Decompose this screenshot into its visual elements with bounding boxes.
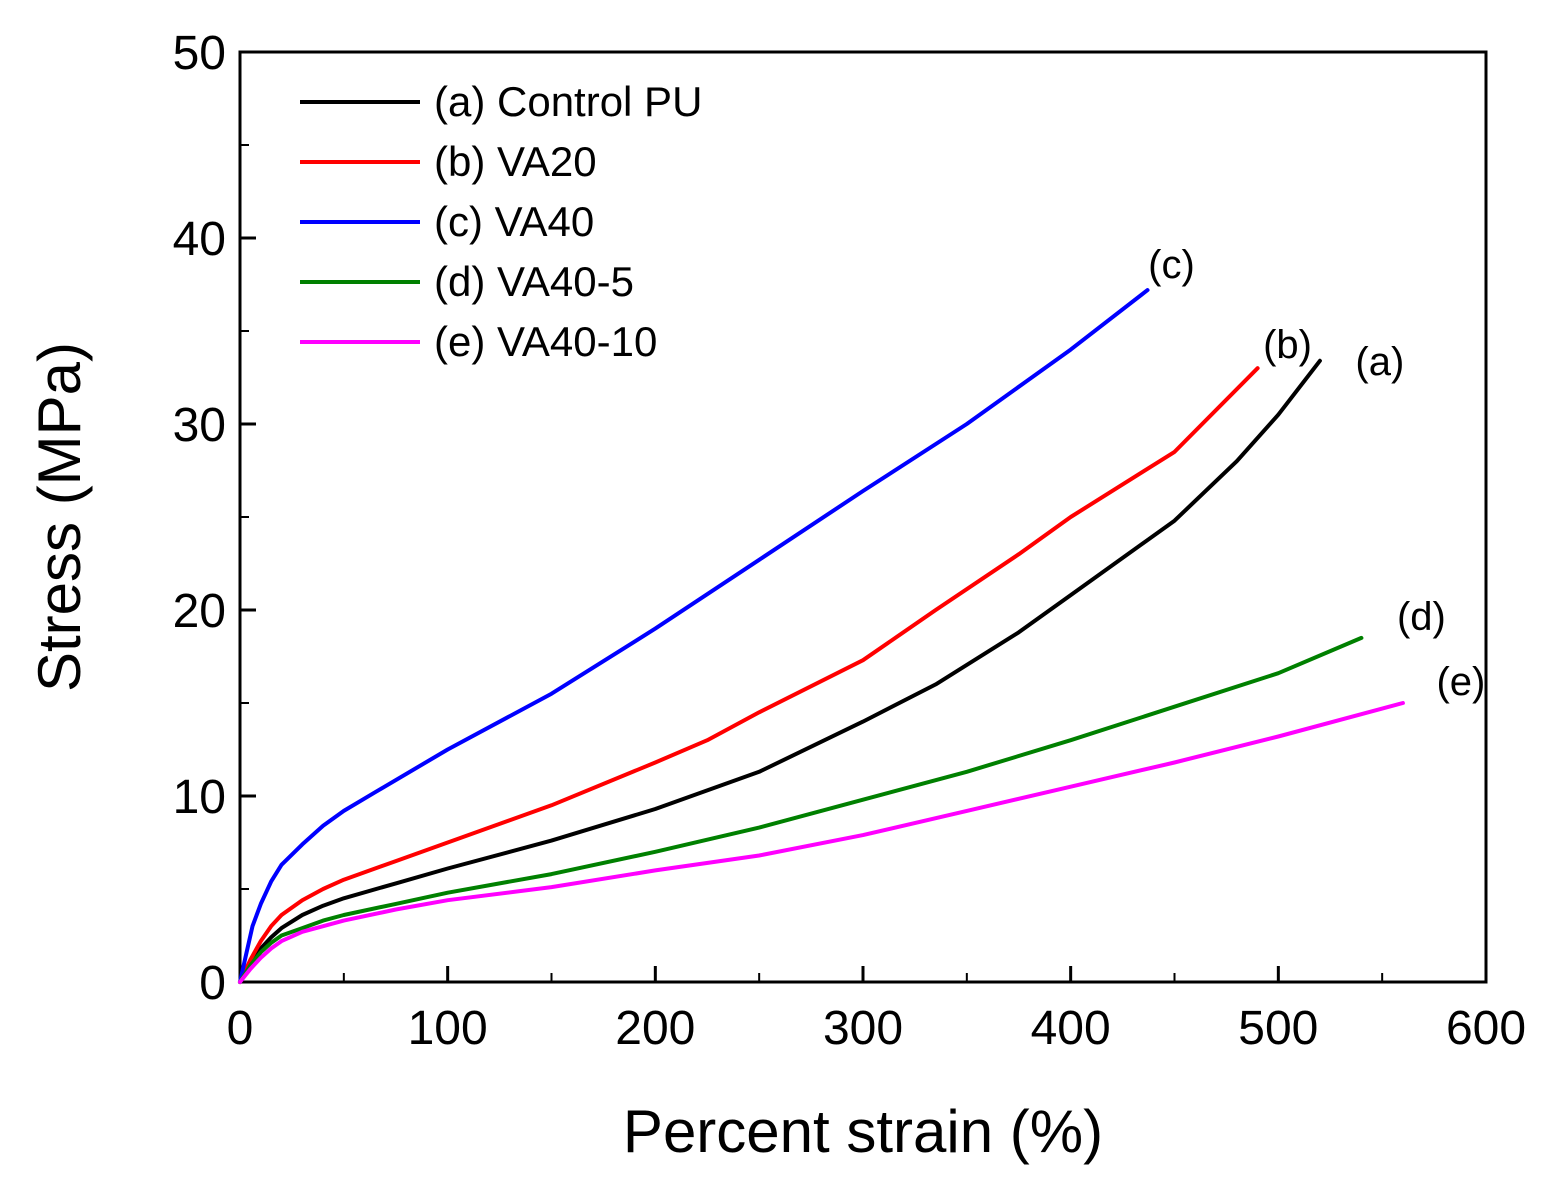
y-tick-label: 10 (173, 771, 226, 824)
series-end-label: (c) (1148, 243, 1195, 287)
legend-entry-label: (a) Control PU (434, 78, 702, 125)
y-tick-label: 30 (173, 399, 226, 452)
y-tick-label: 0 (199, 957, 226, 1010)
x-axis-label: Percent strain (%) (623, 1098, 1103, 1165)
x-tick-label: 400 (1031, 1002, 1111, 1055)
x-tick-label: 0 (227, 1002, 254, 1055)
y-axis-label: Stress (MPa) (26, 342, 93, 692)
series-layer (238, 288, 1405, 984)
series-line-b (238, 366, 1260, 984)
series-line-e (238, 701, 1405, 984)
legend: (a) Control PU (b) VA20 (c) VA40 (d) VA40-5… (300, 78, 702, 365)
series-end-labels: (a) (b) (c) (d) (e) (1148, 243, 1485, 704)
series-line-a (238, 358, 1322, 984)
x-tick-label: 300 (823, 1002, 903, 1055)
legend-entry-label: (e) VA40-10 (434, 318, 657, 365)
series-end-label: (b) (1263, 323, 1312, 367)
y-tick-label: 20 (173, 585, 226, 638)
axis-ticks: 0 100 200 300 400 500 600 0 10 20 30 40 50 (173, 27, 1526, 1055)
series-end-label: (a) (1355, 340, 1404, 384)
legend-entry-label: (b) VA20 (434, 138, 597, 185)
series-line-d (238, 635, 1364, 984)
x-tick-label: 600 (1446, 1002, 1526, 1055)
y-tick-label: 40 (173, 213, 226, 266)
series-end-label: (d) (1397, 595, 1446, 639)
y-tick-label: 50 (173, 27, 226, 80)
x-tick-label: 100 (408, 1002, 488, 1055)
x-tick-label: 500 (1238, 1002, 1318, 1055)
plot-frame (238, 50, 1488, 984)
legend-entry-label: (c) VA40 (434, 198, 594, 245)
series-end-label: (e) (1436, 660, 1485, 704)
legend-entry-label: (d) VA40-5 (434, 258, 634, 305)
series-line-c (238, 288, 1150, 984)
x-tick-label: 200 (615, 1002, 695, 1055)
